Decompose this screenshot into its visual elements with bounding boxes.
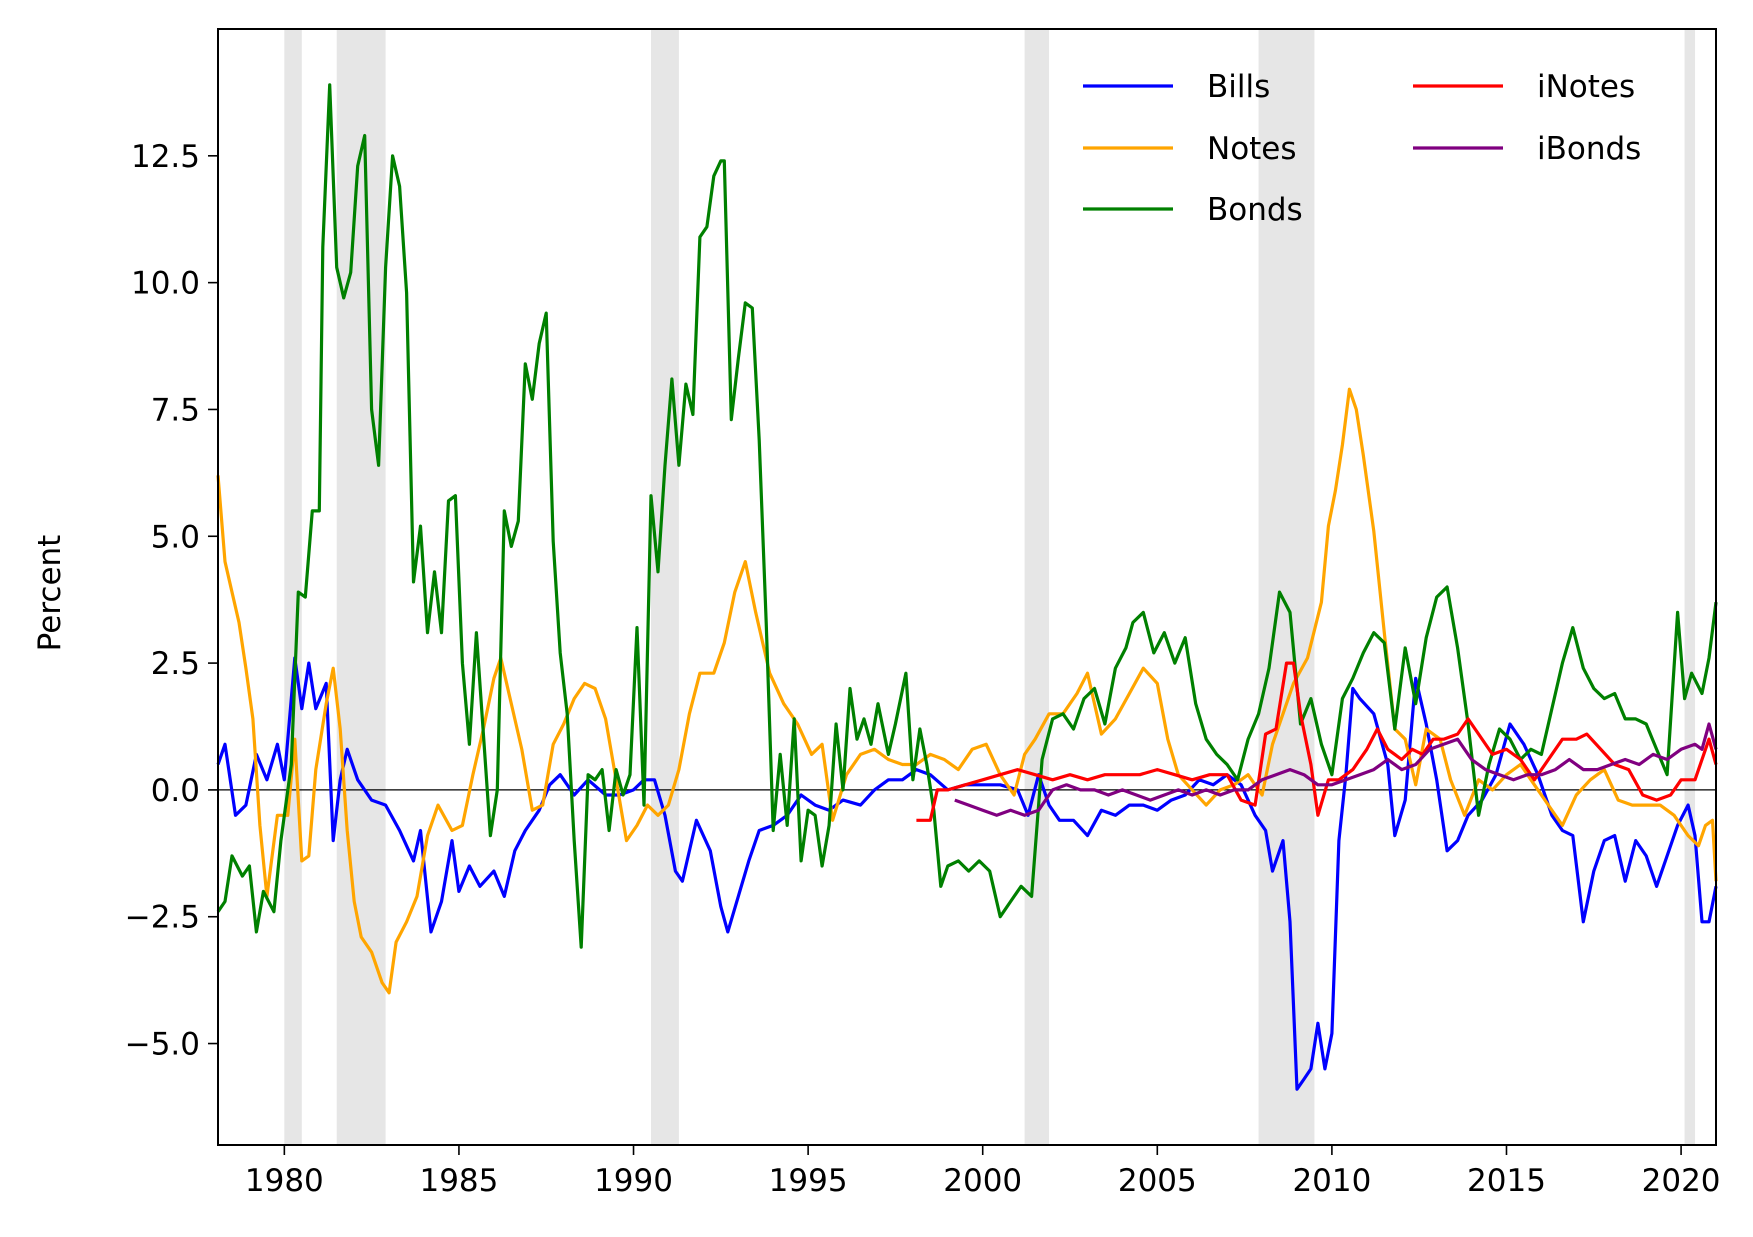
y-axis-title: Percent xyxy=(32,535,68,652)
legend-label-inotes: iNotes xyxy=(1537,69,1635,105)
x-tick-label: 2000 xyxy=(943,1163,1022,1199)
x-tick-label: 1995 xyxy=(769,1163,848,1199)
y-tick-label: 5.0 xyxy=(151,519,200,555)
y-tick-label: 2.5 xyxy=(151,646,200,682)
recession-bands xyxy=(284,29,1696,1145)
legend-label-ibonds: iBonds xyxy=(1537,131,1641,167)
y-tick-label: 10.0 xyxy=(131,266,200,302)
y-tick-label: −2.5 xyxy=(125,900,200,936)
legend-label-bonds: Bonds xyxy=(1207,192,1303,228)
series-lines xyxy=(216,83,1718,1091)
legend-label-notes: Notes xyxy=(1207,131,1297,167)
series-line-notes xyxy=(216,387,1718,995)
series-line-bonds xyxy=(216,83,1718,949)
recession-band xyxy=(284,29,302,1145)
series-line-ibonds xyxy=(954,722,1718,817)
x-tick-label: 1980 xyxy=(245,1163,324,1199)
legend: Bills Notes Bonds iNotes iBonds xyxy=(1083,69,1641,228)
recession-band xyxy=(1684,29,1696,1145)
y-axis: −5.0 −2.5 0.0 2.5 5.0 7.5 10.0 12.5 xyxy=(125,139,218,1063)
recession-band xyxy=(1258,29,1315,1145)
x-tick-label: 2020 xyxy=(1642,1163,1721,1199)
y-tick-label: 0.0 xyxy=(151,773,200,809)
plot-frame xyxy=(217,28,1717,1146)
series-line-bills xyxy=(216,656,1718,1091)
y-tick-label: −5.0 xyxy=(125,1027,200,1063)
recession-band xyxy=(336,29,386,1145)
y-tick-label: 12.5 xyxy=(131,139,200,175)
x-axis: 1980 1985 1990 1995 2000 2005 2010 2015 2020 xyxy=(245,1145,1721,1199)
x-tick-label: 2010 xyxy=(1292,1163,1371,1199)
x-tick-label: 2005 xyxy=(1118,1163,1197,1199)
series-line-inotes xyxy=(916,661,1718,822)
recession-band xyxy=(650,29,679,1145)
x-tick-label: 2015 xyxy=(1467,1163,1546,1199)
x-tick-label: 1990 xyxy=(594,1163,673,1199)
y-tick-label: 7.5 xyxy=(151,392,200,428)
recession-band xyxy=(1024,29,1050,1145)
x-tick-label: 1985 xyxy=(419,1163,498,1199)
legend-label-bills: Bills xyxy=(1207,69,1270,105)
